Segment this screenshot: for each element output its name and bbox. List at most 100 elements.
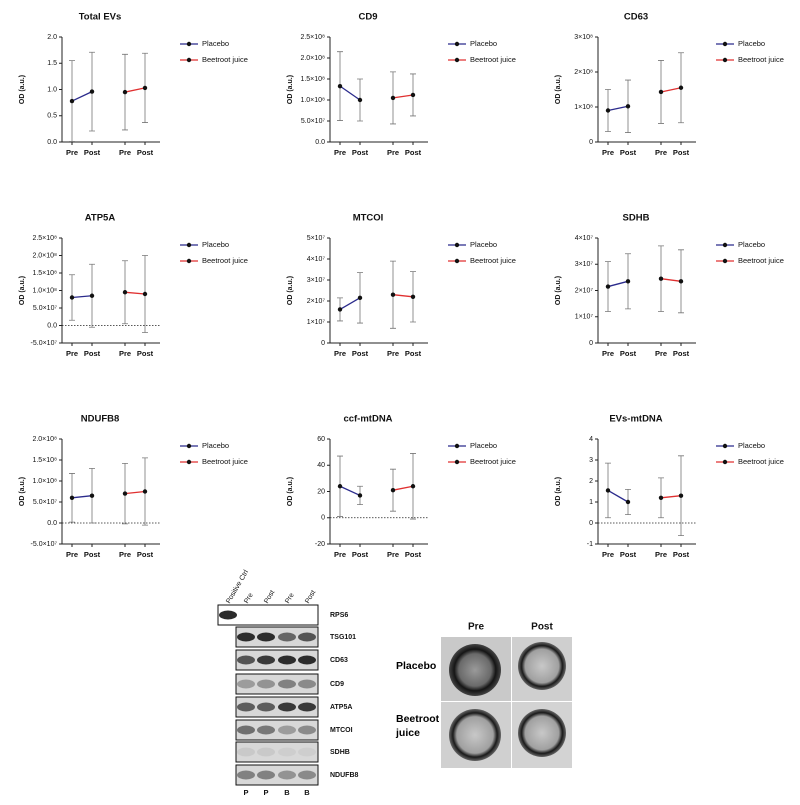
y-axis-label: OD (a.u.)	[19, 75, 26, 104]
protein-label: CD63	[330, 657, 348, 664]
legend-label: Placebo	[202, 441, 229, 450]
x-tick-label: Pre	[655, 349, 667, 358]
legend-marker	[186, 41, 192, 47]
series-line	[71, 495, 93, 499]
blot-frame	[217, 604, 319, 626]
blot-band	[237, 702, 255, 712]
data-point	[89, 293, 95, 298]
y-tick-label: 20	[317, 488, 325, 495]
y-tick-label: -20	[315, 541, 325, 548]
chart-title: NDUFB8	[81, 414, 120, 425]
blot-band	[219, 610, 237, 620]
data-point	[69, 295, 75, 300]
y-tick-label: 2.5×10⁸	[300, 34, 325, 41]
y-tick-label: 1.5	[47, 60, 57, 67]
data-point	[390, 95, 396, 101]
legend-label: Placebo	[470, 240, 497, 249]
data-point	[390, 487, 396, 493]
chart-title: SDHB	[623, 213, 650, 224]
y-axis-label: OD (a.u.)	[287, 477, 294, 506]
y-tick-label: 4×10⁷	[575, 235, 594, 242]
protein-label: MTCOI	[330, 727, 353, 734]
tem-row-label: Beetroot juice	[396, 713, 440, 739]
x-tick-label: Post	[84, 550, 101, 559]
blot-band	[257, 632, 275, 642]
data-point	[142, 291, 148, 297]
data-point	[605, 488, 611, 493]
series-line	[339, 485, 361, 497]
legend-label: Beetroot juice	[202, 55, 248, 64]
data-point	[658, 276, 664, 281]
y-tick-label: 0.0	[47, 322, 57, 329]
y-tick-label: 3	[589, 457, 593, 464]
data-point	[337, 307, 343, 312]
series-line	[660, 495, 682, 499]
blot-band	[237, 770, 255, 780]
x-tick-label: Post	[620, 550, 637, 559]
x-tick-label: Post	[137, 148, 154, 157]
legend-marker	[722, 258, 728, 264]
blot-band	[278, 679, 296, 689]
y-tick-label: 1×10⁷	[575, 314, 594, 321]
data-point	[678, 279, 684, 284]
blot-band	[257, 747, 275, 757]
series-line	[607, 489, 629, 503]
y-tick-label: 5×10⁷	[307, 235, 326, 242]
y-tick-label: 0	[321, 515, 325, 522]
series-line	[392, 485, 414, 491]
legend-label: Beetroot juice	[202, 457, 248, 466]
x-tick-label: Post	[620, 349, 637, 358]
blot-band	[278, 725, 296, 735]
blot-frame	[235, 673, 319, 695]
protein-label: ATP5A	[330, 704, 352, 711]
series-line	[124, 87, 146, 93]
y-tick-label: 3×10⁷	[575, 261, 594, 268]
y-tick-label: 1×10⁸	[574, 104, 593, 111]
x-tick-label: Pre	[602, 550, 614, 559]
legend-label: Beetroot juice	[738, 457, 784, 466]
data-point	[337, 484, 343, 489]
y-tick-label: 1.5×10⁸	[32, 457, 57, 464]
data-point	[89, 493, 95, 498]
blot-frame	[235, 696, 319, 718]
chart-title: EVs-mtDNA	[609, 414, 662, 425]
x-tick-label: Post	[405, 148, 422, 157]
y-tick-label: 1×10⁷	[307, 319, 326, 326]
y-tick-label: -5.0×10⁷	[31, 541, 58, 548]
data-point	[410, 484, 416, 489]
data-point	[678, 85, 684, 90]
x-tick-label: Post	[352, 148, 369, 157]
blot-band	[278, 655, 296, 665]
legend-marker	[454, 242, 460, 248]
data-point	[658, 495, 664, 500]
chart-title: Total EVs	[79, 12, 122, 23]
series-line	[71, 91, 93, 102]
x-tick-label: Post	[673, 550, 690, 559]
blot-band	[257, 770, 275, 780]
y-tick-label: 0	[589, 520, 593, 527]
y-tick-label: 2.0	[47, 34, 57, 41]
blot-band	[298, 679, 316, 689]
y-tick-label: 2×10⁷	[307, 298, 326, 305]
lane-label: Post	[304, 589, 317, 605]
legend-marker	[454, 258, 460, 264]
x-tick-label: Pre	[334, 550, 346, 559]
y-axis-label: OD (a.u.)	[555, 75, 562, 104]
y-tick-label: 4	[589, 436, 593, 443]
y-tick-label: 5.0×10⁷	[301, 118, 326, 125]
blot-band	[237, 747, 255, 757]
group-label: B	[284, 788, 290, 797]
y-tick-label: 1.0×10⁸	[300, 97, 325, 104]
y-tick-label: 2.0×10⁸	[32, 436, 57, 443]
y-axis-label: OD (a.u.)	[287, 75, 294, 104]
data-point	[122, 491, 128, 496]
series-line	[607, 105, 629, 112]
x-tick-label: Pre	[387, 550, 399, 559]
x-tick-label: Post	[352, 550, 369, 559]
data-point	[625, 499, 631, 505]
blot-band	[237, 632, 255, 642]
y-axis-label: OD (a.u.)	[555, 276, 562, 305]
legend-marker	[722, 443, 728, 449]
data-point	[142, 85, 148, 91]
vesicle	[518, 709, 566, 757]
